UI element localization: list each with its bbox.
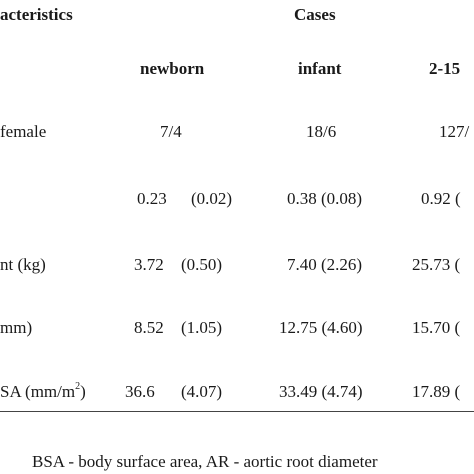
row3-newborn-mean: 3.72 (134, 255, 164, 274)
row2-older: 0.92 ( (421, 189, 461, 208)
header-characteristics: acteristics (0, 5, 73, 24)
row3-older: 25.73 ( (412, 255, 461, 274)
row5-label-sup: 2 (75, 381, 81, 393)
col-header-2-15: 2-15 (429, 59, 461, 78)
col-header-newborn: newborn (140, 59, 205, 78)
row4-infant: 12.75 (4.60) (279, 318, 363, 337)
footnote: BSA - body surface area, AR - aortic roo… (32, 452, 378, 471)
row5-label: SA (mm/m2) (0, 382, 86, 402)
row2-infant: 0.38 (0.08) (287, 189, 363, 208)
row1-infant: 18/6 (306, 122, 337, 141)
row1-older: 127/ (439, 122, 470, 141)
row2-newborn-sd: (0.02) (191, 189, 233, 208)
col-header-infant: infant (298, 59, 342, 78)
row4-label: mm) (0, 318, 33, 337)
row1-label: female (0, 122, 47, 141)
row5-newborn-sd: (4.07) (181, 382, 223, 401)
row5-newborn-mean: 36.6 (125, 382, 155, 401)
header-cases: Cases (294, 5, 336, 24)
row3-newborn-sd: (0.50) (181, 255, 223, 274)
row5-label-end: ) (80, 382, 86, 401)
row3-infant: 7.40 (2.26) (287, 255, 363, 274)
table-bottom-rule (0, 411, 474, 412)
row2-newborn-mean: 0.23 (137, 189, 167, 208)
row5-label-main: SA (mm/m (0, 382, 76, 401)
row4-newborn-mean: 8.52 (134, 318, 164, 337)
row4-older: 15.70 ( (412, 318, 461, 337)
row5-infant: 33.49 (4.74) (279, 382, 363, 401)
row1-newborn: 7/4 (160, 122, 182, 141)
row4-newborn-sd: (1.05) (181, 318, 223, 337)
row3-label: nt (kg) (0, 255, 46, 274)
row5-older: 17.89 ( (412, 382, 461, 401)
